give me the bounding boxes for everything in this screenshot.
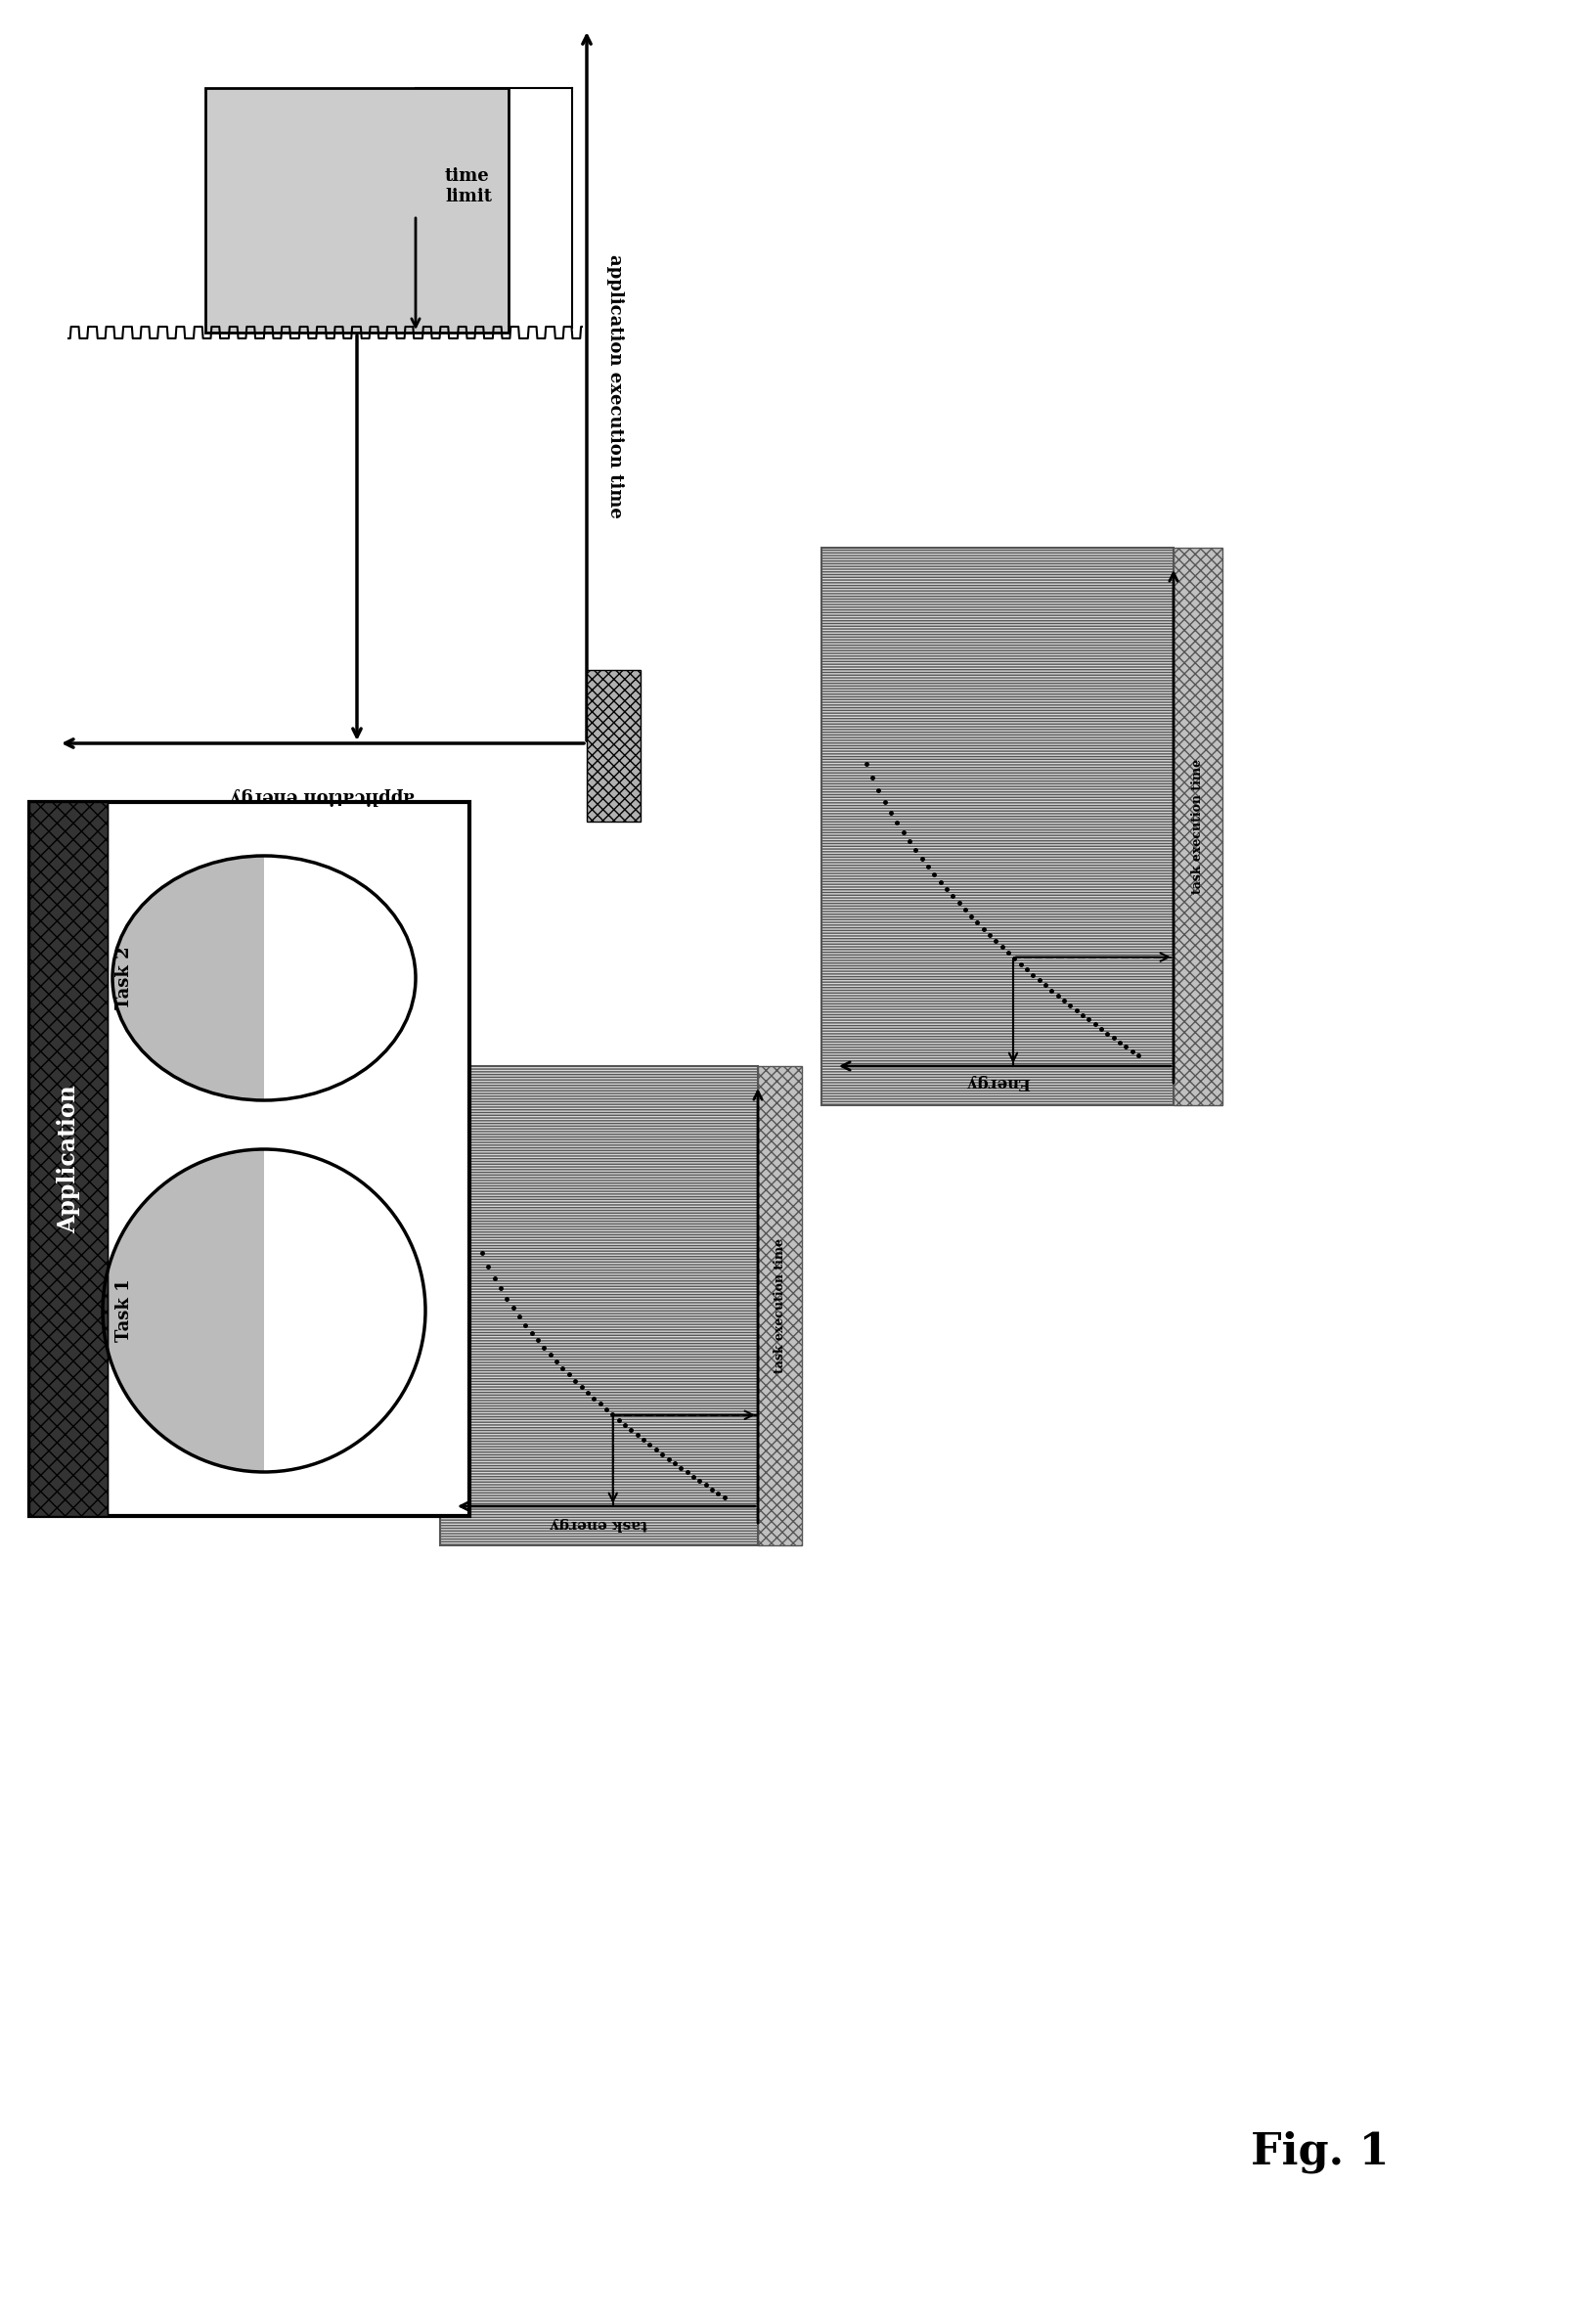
- Text: task energy: task energy: [551, 1516, 648, 1530]
- Bar: [440, 1066, 758, 1546]
- Bar: [822, 547, 1173, 1106]
- Bar: [587, 670, 640, 821]
- Bar: [206, 88, 509, 331]
- Bar: [29, 802, 469, 1516]
- Text: time
limit: time limit: [445, 167, 492, 206]
- Text: task execution time: task execution time: [774, 1238, 787, 1372]
- Bar: [758, 1066, 801, 1546]
- Text: Task 2: Task 2: [115, 946, 132, 1011]
- Text: task execution time: task execution time: [1192, 758, 1205, 895]
- Text: Task 1: Task 1: [115, 1280, 132, 1342]
- Polygon shape: [102, 1150, 263, 1472]
- Polygon shape: [112, 855, 263, 1101]
- Bar: [29, 802, 107, 1516]
- Bar: [1173, 547, 1223, 1106]
- Text: Application: Application: [57, 1085, 80, 1233]
- Text: application execution time: application execution time: [606, 255, 624, 519]
- Text: application energy: application energy: [230, 788, 415, 804]
- Text: Energy: Energy: [966, 1073, 1029, 1089]
- Text: Fig. 1: Fig. 1: [1251, 2130, 1390, 2172]
- Bar: [29, 802, 107, 1516]
